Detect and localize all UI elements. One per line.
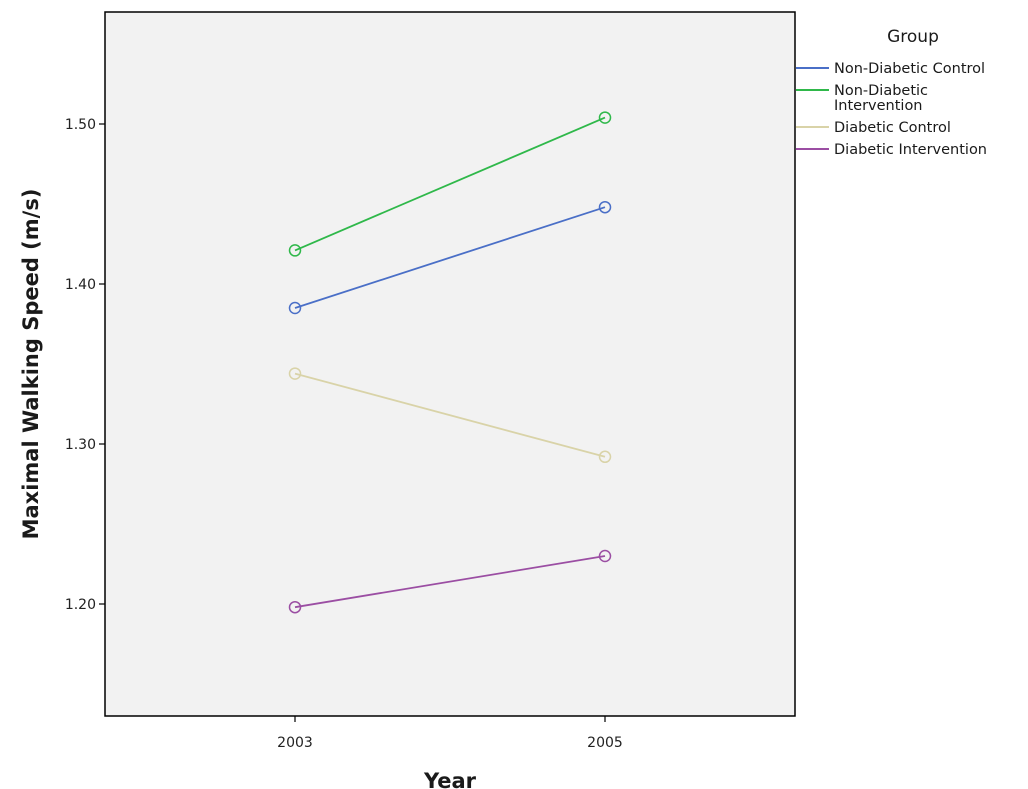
y-axis: 1.20 1.30 1.40 1.50 bbox=[65, 117, 105, 613]
x-tick-label: 2003 bbox=[277, 735, 313, 751]
y-axis-title: Maximal Walking Speed (m/s) bbox=[19, 189, 43, 540]
series-layer bbox=[288, 111, 612, 614]
data-point-marker bbox=[288, 600, 302, 614]
data-point-marker bbox=[598, 200, 612, 214]
data-point-marker bbox=[288, 367, 302, 380]
series-line bbox=[294, 116, 606, 252]
x-axis-title: Year bbox=[423, 769, 477, 789]
data-point-marker bbox=[598, 450, 612, 464]
legend-label: Intervention bbox=[834, 98, 923, 114]
y-tick-label: 1.30 bbox=[65, 437, 96, 453]
legend-title: Group bbox=[887, 27, 939, 47]
series-line bbox=[294, 555, 606, 609]
series-line bbox=[294, 206, 606, 309]
plot-area bbox=[104, 11, 796, 717]
y-tick-label: 1.40 bbox=[65, 277, 96, 293]
y-tick-label: 1.20 bbox=[65, 597, 96, 613]
legend: Group Non-Diabetic Control Non-DiabeticIn… bbox=[796, 27, 987, 158]
x-axis: 2003 2005 bbox=[277, 716, 623, 751]
legend-label: Diabetic Intervention bbox=[834, 142, 987, 158]
data-point-marker bbox=[288, 301, 302, 315]
legend-label: Non-Diabetic Control bbox=[834, 61, 985, 77]
legend-label: Non-Diabetic bbox=[834, 83, 928, 99]
series-line bbox=[294, 372, 606, 458]
data-point-marker bbox=[598, 111, 612, 124]
data-point-marker bbox=[288, 244, 302, 257]
y-tick-label: 1.50 bbox=[65, 117, 96, 133]
data-point-marker bbox=[598, 549, 612, 563]
x-tick-label: 2005 bbox=[587, 735, 623, 751]
legend-label: Diabetic Control bbox=[834, 120, 951, 136]
